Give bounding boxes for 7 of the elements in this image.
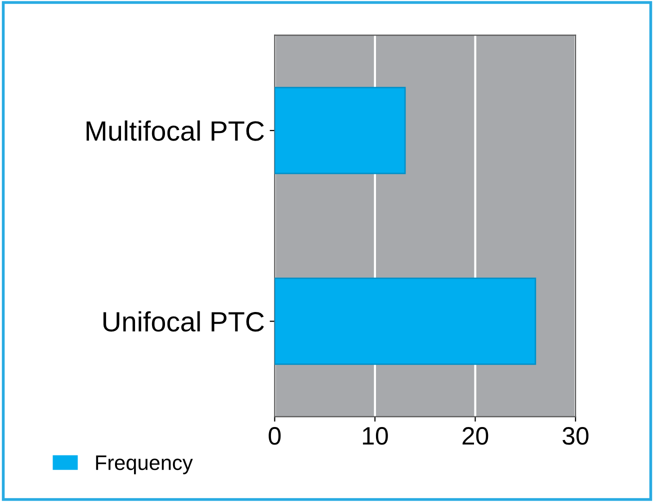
x-tick-label: 10 bbox=[362, 427, 388, 445]
x-tick-label: 30 bbox=[562, 427, 588, 445]
y-tick-label: Multifocal PTC bbox=[86, 120, 264, 141]
x-tick-label: 20 bbox=[462, 427, 488, 445]
y-tick-label: Unifocal PTC bbox=[103, 311, 264, 332]
x-tick-label: 0 bbox=[268, 427, 281, 445]
legend-label: Frequency bbox=[96, 456, 193, 474]
